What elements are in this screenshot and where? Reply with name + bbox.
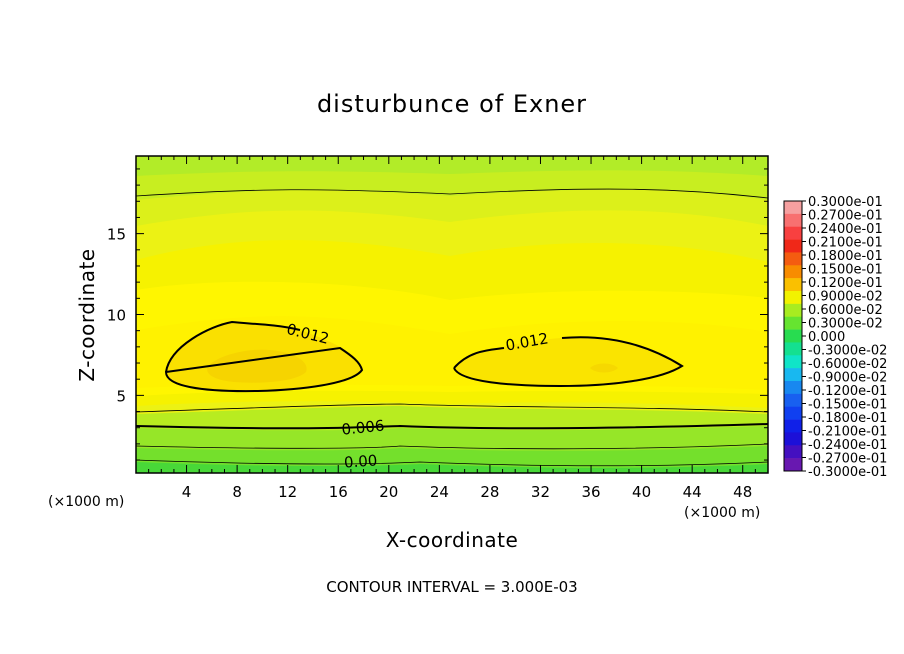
colorbar-swatch [784,419,802,433]
x-tick-label: 8 [232,483,242,501]
colorbar-swatch [784,239,802,253]
colorbar-label: 0.3000e-02 [808,317,883,332]
x-tick-label: 32 [531,483,550,501]
contour-lines [136,188,768,467]
x-tick-label: 12 [278,483,297,501]
colorbar-label: 0.1200e-01 [808,276,883,291]
x-tick-label: 48 [733,483,752,501]
colorbar-swatch [784,265,802,279]
colorbar-swatch [784,432,802,446]
colorbar-swatch [784,213,802,228]
y-tick-label: 10 [107,307,126,325]
x-tick-label: 40 [632,483,651,501]
colorbar-label: -0.3000e-02 [808,344,887,359]
colorbar-label: -0.2100e-01 [808,425,887,440]
x-tick-label: 36 [581,483,600,501]
y-tick-label: 15 [107,226,126,244]
colorbar-swatch [784,458,802,472]
x-unit-label: (×1000 m) [684,505,760,521]
colorbar-label: 0.2400e-01 [808,222,883,237]
y-tick-label: 5 [116,387,126,405]
colorbar-swatch [784,252,802,266]
colorbar-label: 0.3000e-01 [808,195,883,210]
colorbar-swatch [784,342,802,356]
chart-title: disturbunce of Exner [317,90,587,118]
colorbar-swatch [784,445,802,459]
contour-fill [136,156,768,473]
y-axis: 5 10 15 [107,168,768,461]
colorbar-label: 0.9000e-02 [808,290,883,305]
colorbar-swatch [784,201,802,215]
colorbar-swatch [784,316,802,330]
colorbar-swatch [784,355,802,369]
colorbar-label: -0.9000e-02 [808,371,887,386]
contour-label: 0.006 [341,416,386,438]
colorbar-label: -0.1800e-01 [808,411,887,426]
colorbar-label: -0.3000e-01 [808,465,887,480]
colorbar-label: 0.6000e-02 [808,303,883,318]
colorbar-label: 0.1800e-01 [808,249,883,264]
colorbar-label: -0.6000e-02 [808,357,887,372]
colorbar-swatch [784,368,802,382]
colorbar-swatch [784,393,802,408]
y-unit-label: (×1000 m) [48,494,124,510]
colorbar-label: -0.1200e-01 [808,384,887,399]
colorbar-label: 0.1500e-01 [808,263,883,278]
contour-interval-note: CONTOUR INTERVAL = 3.000E-03 [326,578,577,596]
colorbar-label: 0.000 [808,330,845,345]
colorbar-swatch [784,329,802,343]
x-axis-label: X-coordinate [386,528,519,552]
x-tick-label: 4 [182,483,192,501]
colorbar-label: -0.2400e-01 [808,438,887,453]
x-tick-label: 44 [683,483,702,501]
colorbar-swatch [784,226,802,240]
contour-label: 0.00 [343,451,378,471]
colorbar-label: 0.2100e-01 [808,236,883,251]
y-axis-label: Z-coordinate [75,248,99,381]
colorbar-label: 0.2700e-01 [808,209,883,224]
colorbar-label: -0.1500e-01 [808,398,887,413]
colorbar-label: -0.2700e-01 [808,452,887,467]
x-tick-label: 28 [480,483,499,501]
x-axis: 4 8 12 16 20 24 28 32 36 40 44 48 [148,156,756,501]
x-tick-label: 24 [430,483,449,501]
x-tick-label: 20 [379,483,398,501]
colorbar-swatch [784,291,802,305]
colorbar: 0.3000e-010.2700e-010.2400e-010.2100e-01… [783,195,887,480]
colorbar-swatch [784,406,802,420]
x-tick-label: 16 [329,483,348,501]
colorbar-swatch [784,278,802,292]
colorbar-swatch [784,381,802,395]
colorbar-swatch [784,303,802,318]
